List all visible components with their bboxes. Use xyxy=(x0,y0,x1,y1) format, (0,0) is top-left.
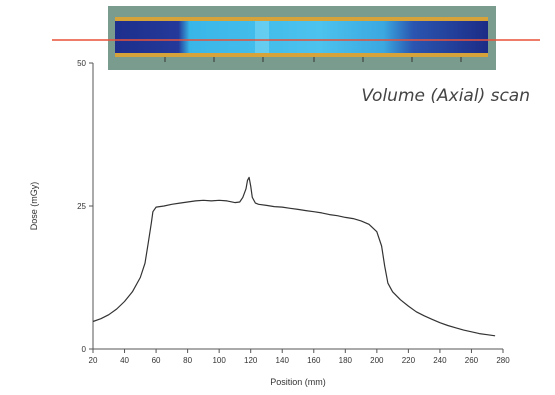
scan-caption: Volume (Axial) scan xyxy=(361,86,530,106)
x-tick-label: 20 xyxy=(89,356,98,365)
x-tick-label: 180 xyxy=(339,356,353,365)
x-tick-label: 80 xyxy=(183,356,192,365)
y-axis-label: Dose (mGy) xyxy=(29,182,39,231)
x-axis-label: Position (mm) xyxy=(270,377,326,387)
x-ticks: 20 40 60 80 100 120 140 160 180 200 220 240 260 280 xyxy=(89,349,510,365)
x-tick-label: 140 xyxy=(276,356,290,365)
y-ticks: 0 25 50 xyxy=(77,59,93,354)
y-tick-label: 50 xyxy=(77,59,86,68)
x-tick-label: 60 xyxy=(152,356,161,365)
x-tick-label: 220 xyxy=(402,356,416,365)
x-tick-label: 200 xyxy=(370,356,384,365)
x-tick-label: 40 xyxy=(120,356,129,365)
dose-profile-line xyxy=(92,176,496,337)
x-tick-label: 240 xyxy=(433,356,447,365)
y-tick-label: 0 xyxy=(82,345,87,354)
x-tick-label: 100 xyxy=(212,356,226,365)
x-tick-label: 120 xyxy=(244,356,258,365)
x-tick-label: 260 xyxy=(465,356,479,365)
y-tick-label: 25 xyxy=(77,202,86,211)
film-strip-image xyxy=(108,6,496,70)
x-tick-label: 160 xyxy=(307,356,321,365)
series-layer xyxy=(92,176,496,337)
x-tick-label: 280 xyxy=(496,356,510,365)
